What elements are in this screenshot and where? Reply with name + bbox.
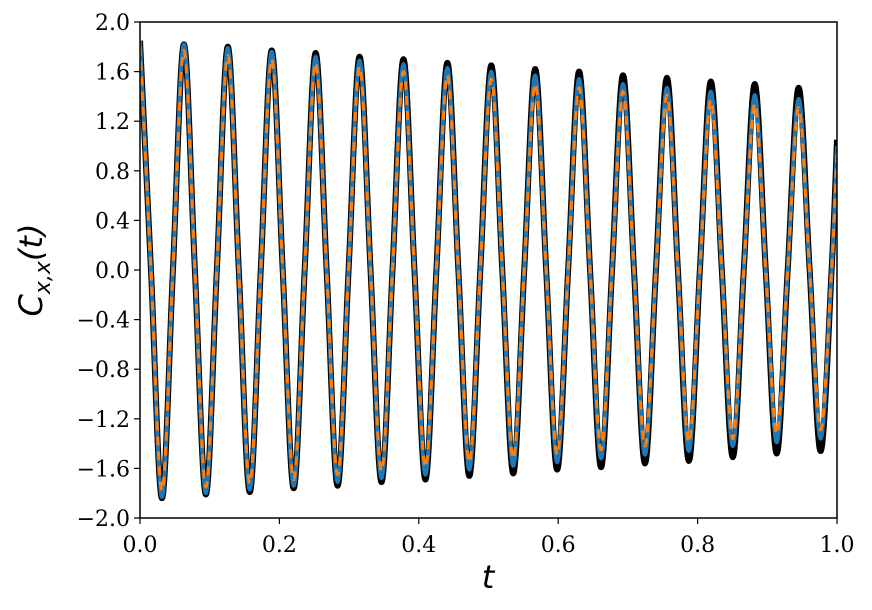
y-tick-label: −1.6 [77, 457, 130, 482]
y-tick-label: 0.8 [95, 160, 130, 185]
x-axis-label: t [482, 558, 496, 596]
y-label-rest: (t) [12, 224, 50, 262]
y-tick-label: 1.2 [95, 110, 130, 135]
y-tick-label: −2.0 [77, 507, 130, 532]
y-tick-label: 2.0 [95, 11, 130, 36]
x-tick-label: 0.4 [401, 533, 436, 558]
x-tick-label: 0.0 [123, 533, 158, 558]
y-label-base: C [12, 293, 50, 316]
x-tick-label: 0.2 [262, 533, 297, 558]
y-tick-label: −0.4 [77, 309, 130, 334]
x-tick-label: 1.0 [820, 533, 855, 558]
series-line [140, 46, 837, 493]
y-tick-label: 0.0 [95, 259, 130, 284]
y-tick-label: −0.8 [77, 358, 130, 383]
y-tick-label: −1.2 [77, 408, 130, 433]
x-tick-label: 0.6 [541, 533, 576, 558]
y-axis-label: Cx,x(t) [12, 224, 56, 317]
x-tick-label: 0.8 [680, 533, 715, 558]
y-label-sub: x,x [31, 260, 56, 295]
y-tick-label: 1.6 [95, 61, 130, 86]
y-tick-label: 0.4 [95, 209, 130, 234]
plot-lines [140, 40, 837, 502]
